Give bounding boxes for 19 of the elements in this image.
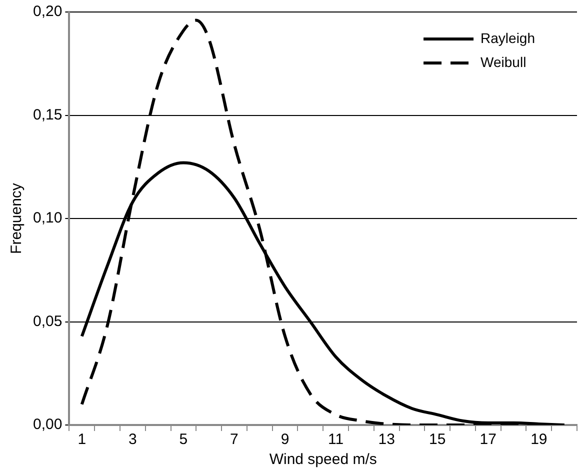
legend-label: Weibull	[480, 54, 526, 70]
x-tick-label: 3	[128, 431, 137, 448]
legend-label: Rayleigh	[480, 30, 536, 46]
y-tick-label: 0,10	[32, 210, 62, 227]
x-tick-label: 5	[179, 431, 188, 448]
y-axis-title: Frequency	[8, 182, 26, 254]
y-tick-label: 0,15	[32, 106, 62, 124]
x-tick-label: 17	[480, 431, 496, 448]
x-tick-label: 7	[230, 431, 238, 448]
x-tick-label: 15	[429, 431, 446, 448]
y-tick-label: 0,05	[32, 312, 62, 330]
x-tick-label: 13	[378, 431, 395, 448]
x-axis-title: Wind speed m/s	[269, 451, 377, 468]
x-tick-label: 11	[328, 431, 344, 448]
x-tick-label: 1	[78, 431, 86, 448]
x-tick-label: 9	[280, 431, 290, 448]
y-tick-label: 0,00	[32, 416, 62, 434]
x-tick-label: 19	[530, 431, 548, 448]
y-tick-label: 0,20	[32, 3, 62, 20]
